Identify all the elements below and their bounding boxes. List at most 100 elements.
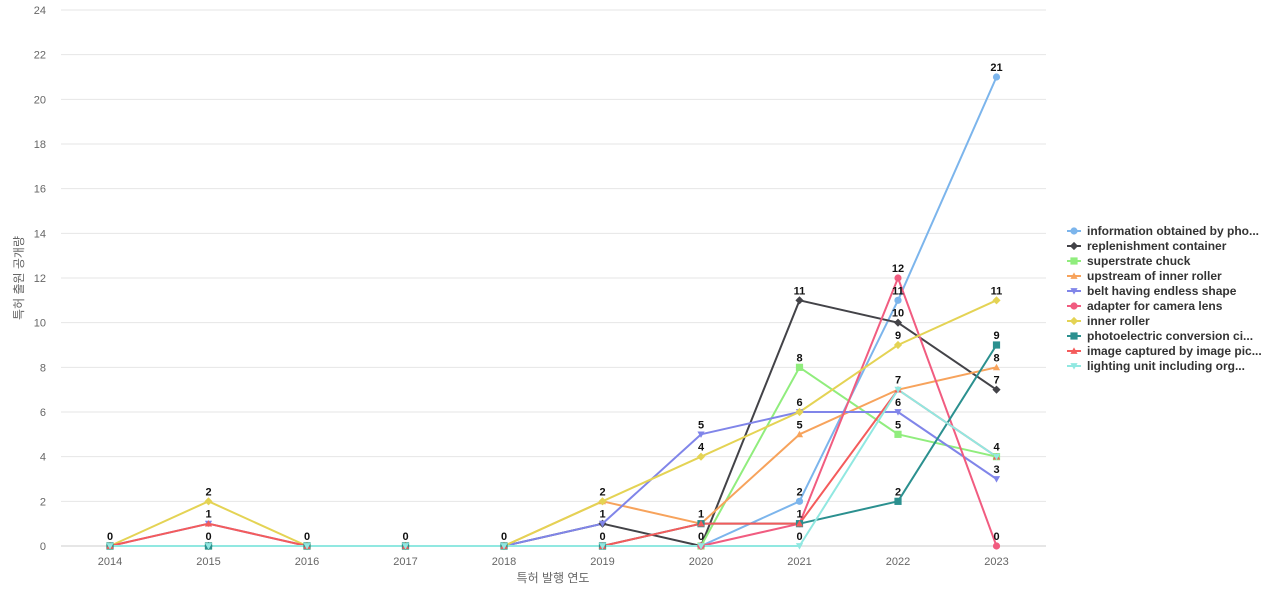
legend-label-1: information obtained by pho... <box>1087 224 1259 238</box>
legend-item-7[interactable]: inner roller <box>1067 314 1150 328</box>
data-point-s5-2022 <box>894 409 902 416</box>
legend-label-2: replenishment container <box>1087 239 1227 253</box>
y-tick-label-12: 12 <box>34 273 46 285</box>
data-label-2021-6: 6 <box>796 397 802 409</box>
legend-marker-3 <box>1070 257 1078 265</box>
data-label-2020-1: 1 <box>698 509 704 521</box>
x-tick-label-2021: 2021 <box>787 556 811 568</box>
data-point-s7-2021 <box>795 407 804 417</box>
legend-marker-8 <box>1070 332 1078 340</box>
series-line-5 <box>109 411 998 547</box>
data-point-s10-2016 <box>303 543 311 550</box>
data-point-s7-2020 <box>696 452 706 461</box>
data-label-2023-4: 4 <box>993 442 1000 454</box>
legend-item-4[interactable]: upstream of inner roller <box>1067 269 1222 283</box>
data-label-2015-1: 1 <box>205 509 211 521</box>
legend-item-3[interactable]: superstrate chuck <box>1067 254 1191 268</box>
data-point-s9-2015 <box>204 520 213 527</box>
data-point-s6-2023 <box>992 542 1001 550</box>
data-point-s7-2019 <box>598 497 607 506</box>
legend-label-8: photoelectric conversion ci... <box>1087 329 1253 343</box>
data-point-s5-2020 <box>697 431 705 438</box>
legend-marker-10 <box>1070 363 1078 370</box>
legend-label-7: inner roller <box>1087 314 1150 328</box>
data-label-2022-6: 6 <box>895 397 901 409</box>
legend-label-5: belt having endless shape <box>1087 284 1237 298</box>
data-point-s1-2022 <box>894 296 902 304</box>
data-point-s4-2021 <box>795 430 804 438</box>
x-tick-label-2023: 2023 <box>984 556 1008 568</box>
data-point-s3-2022 <box>894 430 902 438</box>
data-label-2021-2: 2 <box>796 486 802 498</box>
data-point-s1-2021 <box>795 497 804 505</box>
data-point-s7-2022 <box>893 340 903 350</box>
data-point-s2-2023 <box>992 385 1001 394</box>
data-point-s5-2023 <box>992 476 1001 483</box>
data-label-2023-8: 8 <box>993 352 999 364</box>
data-label-2021-1: 1 <box>796 509 802 521</box>
y-tick-label-2: 2 <box>40 496 46 508</box>
y-tick-label-24: 24 <box>34 5 46 17</box>
legend-marker-7 <box>1069 316 1079 326</box>
data-point-s10-2021 <box>795 543 804 550</box>
data-point-s10-2020 <box>697 543 705 550</box>
data-label-2022-11: 11 <box>892 285 904 297</box>
data-label-2021-11: 11 <box>794 285 806 297</box>
legend-item-8[interactable]: photoelectric conversion ci... <box>1067 329 1253 343</box>
data-point-s10-2017 <box>401 543 410 550</box>
series-line-7 <box>109 299 998 547</box>
data-label-2016-0: 0 <box>304 531 310 543</box>
data-label-2020-4: 4 <box>698 442 705 454</box>
series-line-1 <box>109 76 998 547</box>
legend-item-1[interactable]: information obtained by pho... <box>1067 224 1259 238</box>
x-axis-title: 특허 발행 연도 <box>517 570 590 585</box>
y-tick-label-18: 18 <box>34 139 46 151</box>
data-point-s8-2022 <box>894 497 902 505</box>
data-label-2019-2: 2 <box>599 486 605 498</box>
data-label-2022-7: 7 <box>895 375 901 387</box>
data-point-s3-2021 <box>795 363 804 371</box>
data-point-s10-2015 <box>204 543 213 550</box>
legend-item-2[interactable]: replenishment container <box>1067 239 1227 253</box>
legend-item-10[interactable]: lighting unit including org... <box>1067 359 1245 373</box>
x-tick-label-2015: 2015 <box>196 556 220 568</box>
y-tick-label-16: 16 <box>34 184 46 196</box>
legend-item-9[interactable]: image captured by image pic... <box>1067 344 1262 358</box>
data-point-s10-2018 <box>500 543 508 550</box>
legend: information obtained by pho...replenishm… <box>1067 224 1262 373</box>
data-label-2021-0: 0 <box>796 531 802 543</box>
data-point-s10-2014 <box>106 543 114 550</box>
y-tick-label-0: 0 <box>40 541 46 553</box>
series-markers <box>105 73 1001 551</box>
data-point-s6-2022 <box>894 274 902 282</box>
legend-item-5[interactable]: belt having endless shape <box>1067 284 1237 298</box>
y-tick-label-6: 6 <box>40 407 46 419</box>
data-point-s2-2021 <box>795 296 804 305</box>
y-tick-label-22: 22 <box>34 50 46 62</box>
data-label-2017-0: 0 <box>402 531 408 543</box>
data-label-2020-0: 0 <box>698 531 704 543</box>
data-label-2019-1: 1 <box>599 509 605 521</box>
data-point-s1-2023 <box>992 73 1001 81</box>
x-tick-label-2022: 2022 <box>886 556 910 568</box>
y-tick-label-4: 4 <box>40 452 46 464</box>
legend-label-3: superstrate chuck <box>1087 254 1191 268</box>
x-tick-label-2016: 2016 <box>295 556 319 568</box>
legend-marker-2 <box>1069 241 1079 251</box>
legend-label-4: upstream of inner roller <box>1087 269 1222 283</box>
series-line-9 <box>109 388 998 547</box>
legend-label-10: lighting unit including org... <box>1087 359 1245 373</box>
data-label-2022-9: 9 <box>895 330 901 342</box>
data-point-s9-2021 <box>795 520 804 527</box>
data-point-s2-2022 <box>893 318 903 327</box>
x-tick-label-2017: 2017 <box>393 556 417 568</box>
x-tick-label-2019: 2019 <box>590 556 614 568</box>
data-label-2022-10: 10 <box>892 308 904 320</box>
legend-item-6[interactable]: adapter for camera lens <box>1067 299 1223 313</box>
data-label-2018-0: 0 <box>501 531 507 543</box>
data-label-2023-11: 11 <box>991 285 1003 297</box>
data-label-2021-5: 5 <box>796 419 802 431</box>
data-label-2021-8: 8 <box>796 352 802 364</box>
